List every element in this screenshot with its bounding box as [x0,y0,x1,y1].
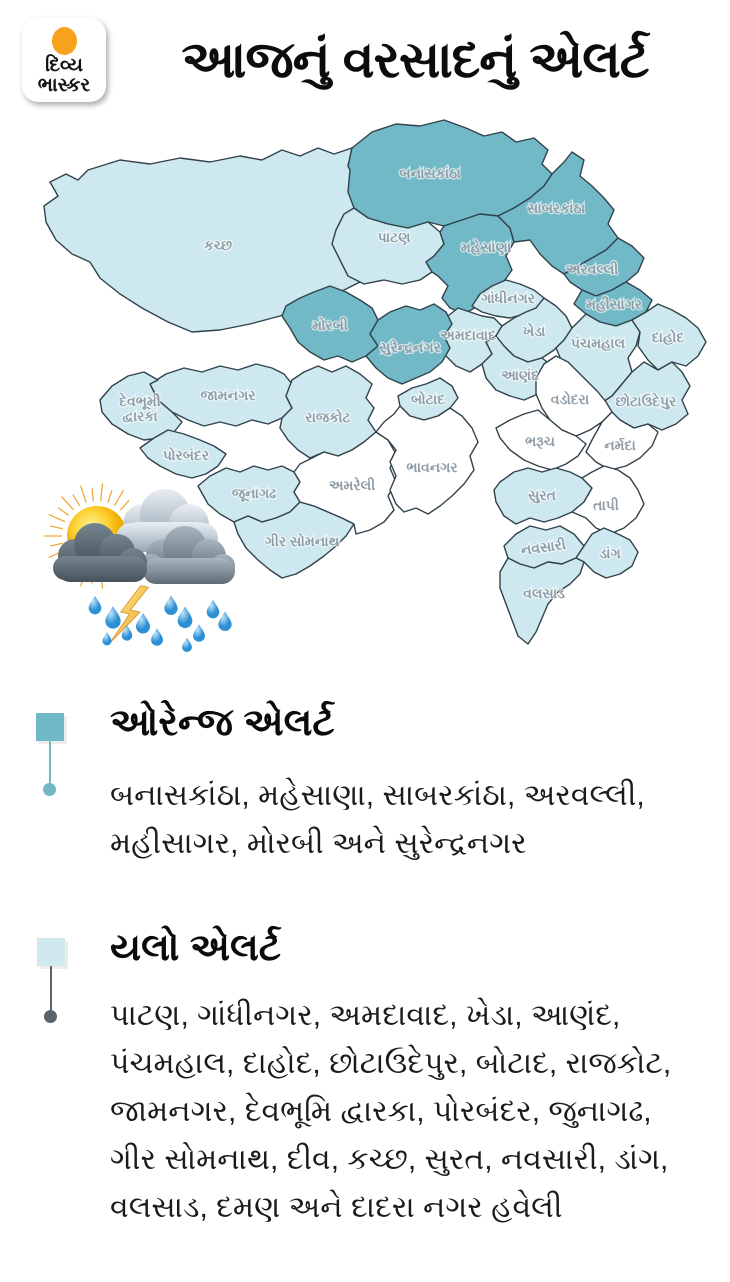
district-label-surendranagar: સુરેન્દ્રનગર [379,338,442,356]
district-label-dahod: દાહોદ [652,328,685,346]
district-label-bhavnagar: ભાવનગર [406,459,458,475]
orange-alert-title: ઓરેન્જ એલર્ટ [110,702,335,744]
district-label-kutch: કચ્છ [204,237,232,253]
district-label-junagadh: જૂનાગઢ [232,485,276,502]
gujarat-alert-map: કચ્છ બનાસકાંઠા પાટણ મહેસાણા સાબરકાંઠા અરવલ્લી… [43,119,707,645]
divya-bhaskar-logo[interactable]: દિવ્ય ભાસ્કર [22,18,106,102]
orange-alert-swatch [36,713,64,741]
district-label-panchmahal: પંચમહાલ [571,335,626,352]
district-label-bharuch: ભરૂચ [525,433,555,449]
orange-legend-connector-dot [43,783,56,796]
district-label-anand: આણંદ [501,367,539,383]
district-tapi [571,465,645,535]
district-label-surat: સુરત [528,487,556,504]
district-dahod [631,303,707,371]
district-label-mehsana: મહેસાણા [461,238,512,256]
yellow-legend-connector-line [50,966,52,1010]
yellow-alert-swatch [37,938,65,966]
logo-text-line1: દિવ્ય [45,55,83,76]
district-label-kheda: ખેડા [523,322,546,339]
logo-sun-icon [52,27,77,55]
district-label-mahisagar: મહીસાગર [586,296,643,313]
raindrops-icon [88,595,232,653]
district-label-morbi: મોરબી [312,316,348,333]
district-valsad [499,557,585,645]
district-label-chhotaudepur: છોટાઉદેપુર [616,391,677,410]
right-cloud-icon [139,526,235,584]
district-porbandar [139,429,227,479]
district-bharuch [495,409,587,471]
district-label-ahmedabad: અમદાવાદ [440,327,496,343]
district-narmada [585,411,659,471]
district-label-tapi: તાપી [593,497,619,513]
district-label-valsad: વલસાડ [523,585,565,601]
district-devbhumi-dwarka [99,371,183,441]
lightning-icon [109,585,150,643]
district-label-gandhinagar: ગાંધીનગર [481,290,536,306]
district-bhavnagar [375,405,479,515]
front-cloud-icon [53,523,147,582]
yellow-alert-districts: પાટણ, ગાંધીનગર, અમદાવાદ, ખેડા, આણંદ, પંચ… [110,999,672,1224]
district-label-botad: બોટાદ [411,390,445,407]
district-label-amreli: અમરેલી [329,476,375,493]
district-label-devbhumi-dwarka: દેવભૂમી [119,391,161,410]
district-gir-somnath [233,501,355,579]
page-title: આજનું વરસાદનું એલર્ટ [181,30,650,88]
district-label-vadodara: વડોદરા [551,390,590,407]
district-rajkot [279,365,377,459]
district-label-aravalli: અરવલ્લી [566,261,619,277]
district-surendranagar [365,303,453,385]
orange-legend-connector-line [49,741,51,783]
yellow-alert-title: યલો એલર્ટ [110,927,281,969]
district-amreli [293,431,397,535]
district-label-gir-somnath: ગીર સોમનાથ [265,532,340,549]
district-label-banaskantha: બનાસકાંઠા [399,165,461,181]
district-label-narmada: નર્મદા [604,436,636,453]
sun-clouds-rain-lightning-icon [44,483,235,653]
district-sabarkantha [497,151,619,275]
yellow-legend-connector-dot [44,1010,57,1023]
district-label-patan: પાટણ [378,229,411,245]
orange-alert-districts: બનાસકાંઠા, મહેસાણા, સાબરકાંઠા, અરવલ્લી, … [110,779,645,860]
logo-text-line2: ભાસ્કર [37,75,91,96]
district-kutch [43,147,394,333]
district-label-rajkot: રાજકોટ [305,408,351,425]
district-label-dang: ડાંગ [599,545,620,561]
district-label-jamnagar: જામનગર [200,387,256,403]
district-label-devbhumi-dwarka: દ્વારકા [122,408,158,424]
district-label-porbandar: પોરબંદર [163,446,210,463]
district-label-sabarkantha: સાબરકાંઠા [527,200,586,216]
